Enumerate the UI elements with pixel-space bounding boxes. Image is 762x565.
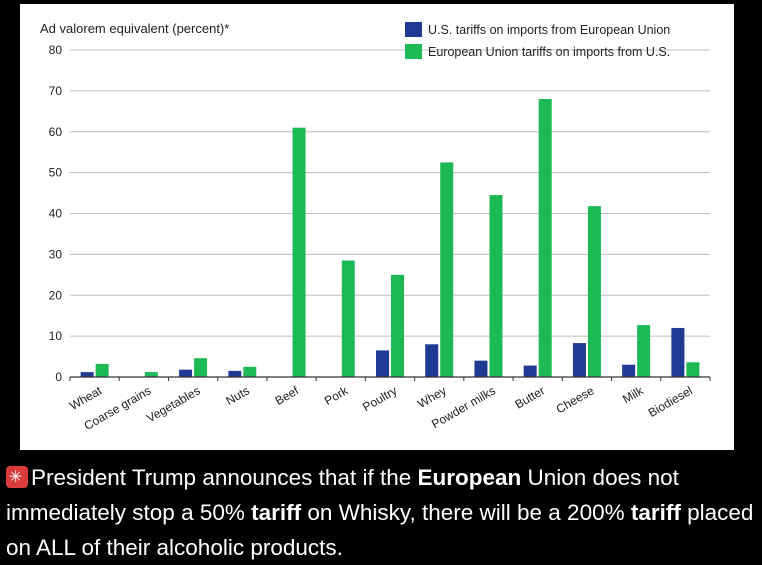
y-tick-label: 30 bbox=[49, 247, 63, 261]
bar-us-butter bbox=[523, 365, 537, 377]
x-tick-label: Vegetables bbox=[144, 383, 202, 425]
caption-text-3: on Whisky, there will be a 200% bbox=[301, 500, 631, 525]
caption: President Trump announces that if the Eu… bbox=[6, 460, 756, 565]
bar-us-cheese bbox=[572, 343, 586, 377]
bar-eu-wheat bbox=[95, 363, 109, 377]
bar-eu-biodiesel bbox=[686, 362, 700, 377]
bar-us-milk bbox=[622, 364, 636, 377]
bar-eu-milk bbox=[637, 325, 651, 377]
bar-eu-pork bbox=[341, 260, 355, 377]
bar-eu-butter bbox=[538, 99, 552, 378]
bar-us-wheat bbox=[80, 372, 94, 377]
bar-us-biodiesel bbox=[671, 327, 685, 377]
bar-eu-whey bbox=[440, 162, 454, 377]
x-tick-label: Whey bbox=[415, 383, 449, 410]
legend-label: U.S. tariffs on imports from European Un… bbox=[428, 23, 670, 37]
x-tick-label: Pork bbox=[322, 383, 351, 408]
legend-label: European Union tariffs on imports from U… bbox=[428, 45, 670, 59]
caption-text-1: President Trump announces that if the bbox=[31, 465, 418, 490]
x-tick-label: Milk bbox=[620, 383, 646, 406]
bar-eu-beef bbox=[292, 127, 306, 377]
legend-swatch bbox=[405, 22, 422, 37]
caption-bold-tariff-1: tariff bbox=[251, 500, 302, 525]
caption-text-2: Union does not immediately stop a 50% bbox=[6, 465, 679, 525]
y-tick-label: 70 bbox=[49, 84, 63, 98]
x-tick-label: Nuts bbox=[223, 383, 251, 407]
bar-eu-poultry bbox=[391, 274, 404, 377]
bar-chart: Ad valorem equivalent (percent)* 0 10 20 30… bbox=[40, 21, 711, 433]
bar-eu-coarse-grains bbox=[144, 372, 158, 377]
y-tick-label: 20 bbox=[49, 288, 63, 302]
x-tick-label: Cheese bbox=[554, 383, 597, 416]
x-tick-label: Wheat bbox=[67, 383, 105, 413]
x-tick-label: Poultry bbox=[360, 383, 399, 414]
caption-bold-tariff-2: tariff bbox=[630, 500, 681, 525]
x-tick-label: Butter bbox=[512, 383, 547, 411]
bar-us-whey bbox=[425, 344, 439, 377]
y-tick-label: 0 bbox=[55, 370, 62, 384]
bar-eu-nuts bbox=[243, 366, 257, 377]
rotating-light-icon bbox=[6, 460, 28, 495]
bar-eu-cheese bbox=[587, 206, 601, 377]
y-tick-label: 80 bbox=[49, 43, 63, 57]
legend-swatch bbox=[405, 44, 422, 59]
bar-eu-powder-milks bbox=[489, 195, 503, 377]
y-tick-label: 10 bbox=[49, 329, 63, 343]
y-tick-label: 60 bbox=[49, 125, 63, 139]
bar-us-powder-milks bbox=[474, 360, 488, 377]
y-tick-label: 50 bbox=[49, 166, 63, 180]
caption-text-4: placed on ALL of their alcoholic product… bbox=[6, 500, 754, 560]
caption-bold-european: European bbox=[417, 465, 522, 490]
x-tick-label: Biodiesel bbox=[646, 383, 695, 419]
bar-us-poultry bbox=[376, 350, 389, 377]
chart-panel: Ad valorem equivalent (percent)* 0 10 20 30… bbox=[20, 4, 734, 450]
bar-us-vegetables bbox=[179, 369, 193, 377]
y-tick-label: 40 bbox=[49, 207, 63, 221]
x-tick-label: Beef bbox=[273, 383, 302, 408]
bar-us-nuts bbox=[228, 370, 242, 377]
y-axis-label: Ad valorem equivalent (percent)* bbox=[40, 21, 229, 36]
bar-eu-vegetables bbox=[194, 358, 208, 377]
